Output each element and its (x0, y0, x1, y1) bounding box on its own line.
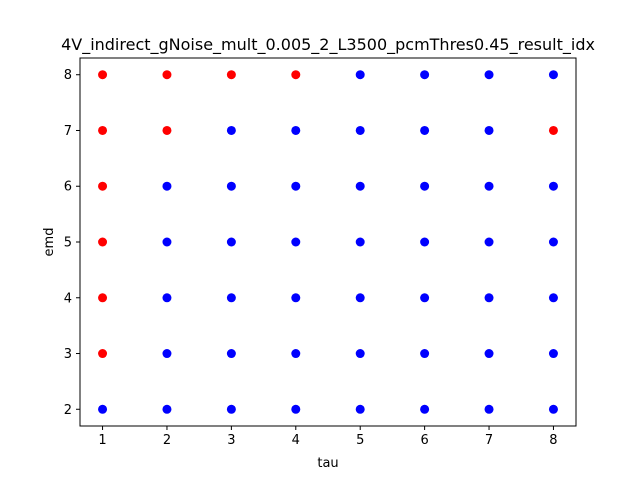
plot-frame (79, 57, 577, 427)
data-point-blue-2-6 (162, 181, 172, 191)
data-point-red-1-5 (98, 237, 108, 247)
data-point-blue-7-5 (484, 237, 494, 247)
data-point-blue-4-6 (291, 181, 301, 191)
data-point-blue-5-6 (355, 181, 365, 191)
y-tick-label-4: 4 (64, 291, 72, 306)
data-point-red-2-7 (162, 125, 172, 135)
data-point-blue-7-6 (484, 181, 494, 191)
data-point-blue-3-6 (226, 181, 236, 191)
data-point-blue-4-5 (291, 237, 301, 247)
x-tick-label-7: 7 (485, 433, 493, 448)
data-point-blue-4-4 (291, 293, 301, 303)
data-point-blue-2-2 (162, 404, 172, 414)
data-point-red-1-3 (98, 349, 108, 359)
data-point-red-3-8 (226, 70, 236, 80)
data-point-blue-6-3 (420, 349, 430, 359)
data-point-blue-7-3 (484, 349, 494, 359)
x-tick-label-8: 8 (549, 433, 557, 448)
data-point-red-1-4 (98, 293, 108, 303)
x-tick-label-5: 5 (356, 433, 364, 448)
data-point-blue-2-4 (162, 293, 172, 303)
data-point-blue-8-5 (548, 237, 558, 247)
x-tick-label-3: 3 (227, 433, 235, 448)
data-point-blue-7-7 (484, 125, 494, 135)
data-point-blue-6-4 (420, 293, 430, 303)
data-point-blue-3-4 (226, 293, 236, 303)
data-point-blue-2-3 (162, 349, 172, 359)
data-point-blue-7-2 (484, 404, 494, 414)
data-point-blue-4-3 (291, 349, 301, 359)
y-axis-ticks: 2 3 4 5 6 7 8 (64, 68, 80, 418)
x-axis-label: tau (317, 456, 338, 471)
data-point-red-1-8 (98, 70, 108, 80)
x-tick-label-6: 6 (420, 433, 428, 448)
x-tick-label-1: 1 (98, 433, 106, 448)
y-tick-label-2: 2 (64, 403, 72, 418)
data-point-blue-5-4 (355, 293, 365, 303)
y-tick-label-7: 7 (64, 124, 72, 139)
x-tick-label-2: 2 (163, 433, 171, 448)
data-point-blue-6-7 (420, 125, 430, 135)
data-point-blue-5-5 (355, 237, 365, 247)
x-axis-ticks: 1 2 3 4 5 6 7 8 (98, 426, 558, 448)
data-point-red-1-6 (98, 181, 108, 191)
y-axis-label: emd (42, 228, 57, 257)
data-point-blue-4-2 (291, 404, 301, 414)
plot-area (80, 58, 576, 426)
data-point-blue-3-5 (226, 237, 236, 247)
data-point-red-2-8 (162, 70, 172, 80)
scatter-points (98, 70, 558, 414)
data-point-blue-6-5 (420, 237, 430, 247)
data-point-blue-6-8 (420, 70, 430, 80)
data-point-blue-8-8 (548, 70, 558, 80)
data-point-blue-4-7 (291, 125, 301, 135)
data-point-blue-5-8 (355, 70, 365, 80)
y-tick-label-8: 8 (64, 68, 72, 83)
data-point-blue-8-6 (548, 181, 558, 191)
data-point-blue-7-4 (484, 293, 494, 303)
chart-title: 4V_indirect_gNoise_mult_0.005_2_L3500_pc… (61, 35, 595, 55)
data-point-blue-1-2 (98, 404, 108, 414)
data-point-blue-8-4 (548, 293, 558, 303)
data-point-blue-3-3 (226, 349, 236, 359)
data-point-red-1-7 (98, 125, 108, 135)
data-point-blue-3-7 (226, 125, 236, 135)
data-point-blue-5-2 (355, 404, 365, 414)
data-point-blue-7-8 (484, 70, 494, 80)
y-tick-label-6: 6 (64, 180, 72, 195)
y-tick-label-3: 3 (64, 347, 72, 362)
data-point-blue-6-2 (420, 404, 430, 414)
y-tick-label-5: 5 (64, 236, 72, 251)
data-point-blue-2-5 (162, 237, 172, 247)
data-point-red-8-7 (548, 125, 558, 135)
data-point-blue-5-7 (355, 125, 365, 135)
data-point-blue-3-2 (226, 404, 236, 414)
data-point-blue-6-6 (420, 181, 430, 191)
x-tick-label-4: 4 (292, 433, 300, 448)
data-point-red-4-8 (291, 70, 301, 80)
data-point-blue-8-3 (548, 349, 558, 359)
data-point-blue-5-3 (355, 349, 365, 359)
data-point-blue-8-2 (548, 404, 558, 414)
